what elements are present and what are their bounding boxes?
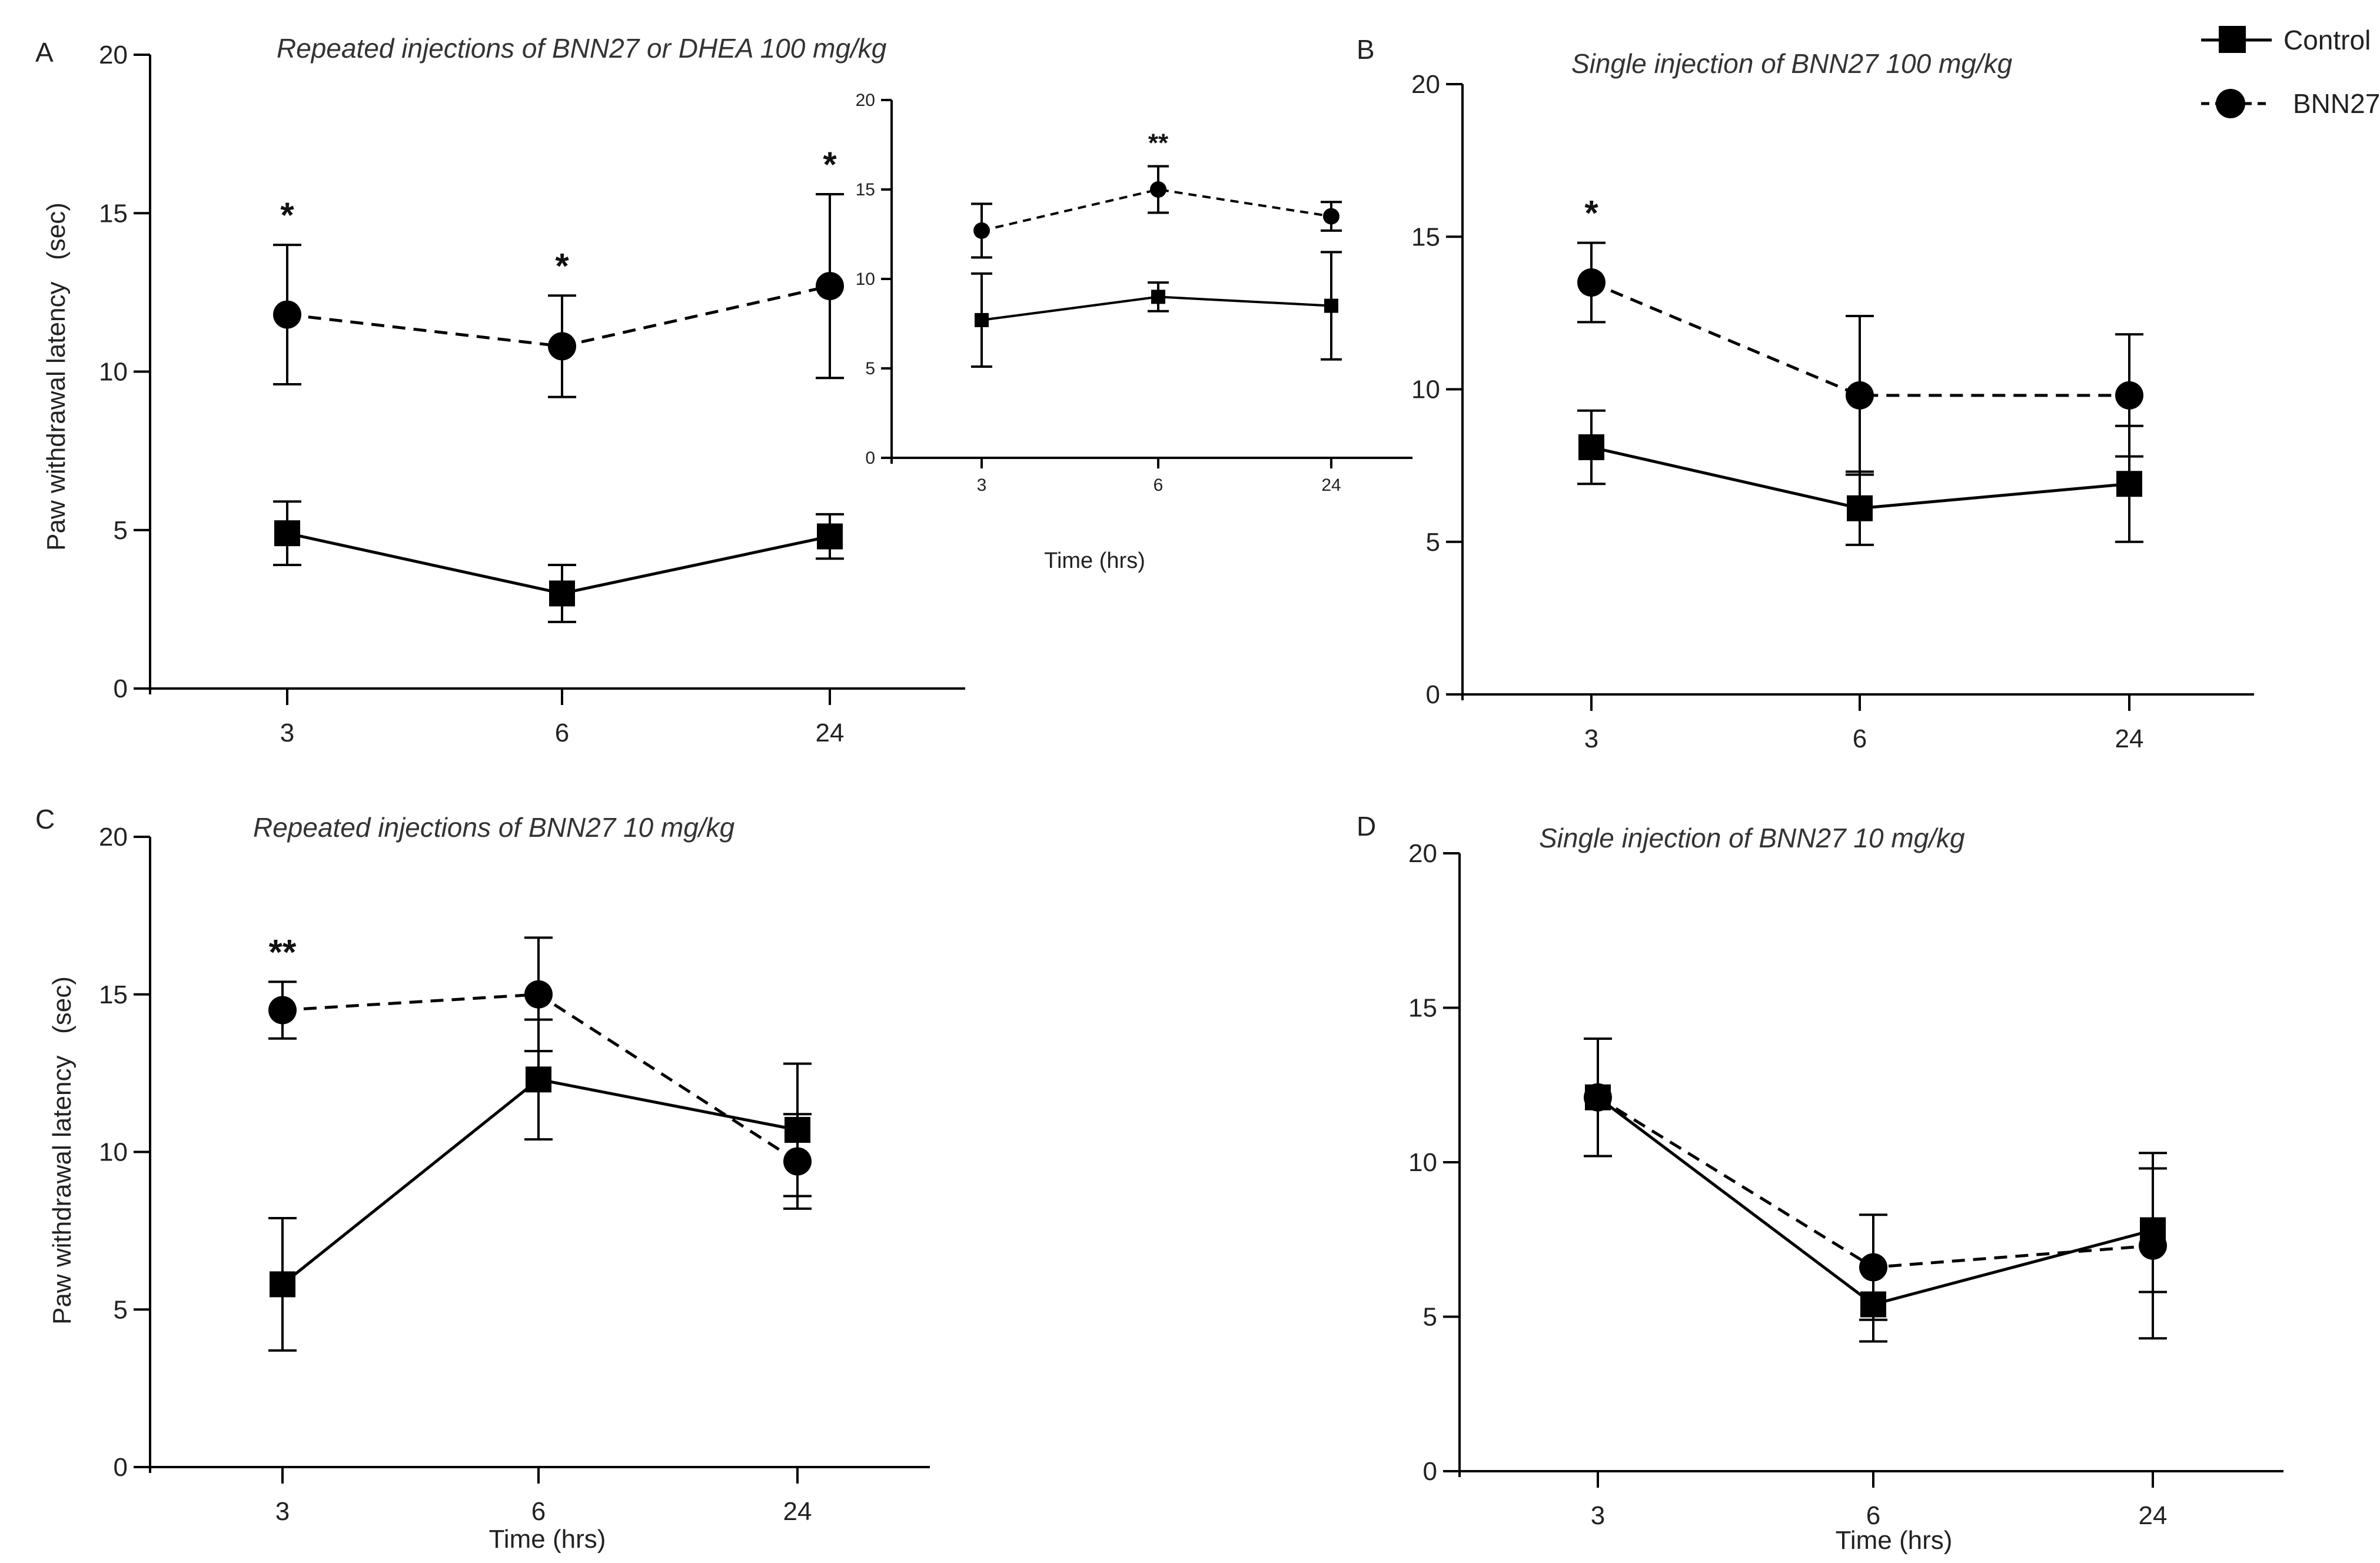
y-tick-label: 10 bbox=[856, 270, 875, 289]
y-tick-label: 15 bbox=[1411, 222, 1440, 251]
bnn27-point bbox=[2115, 381, 2143, 410]
x-axis-title: Time (hrs) bbox=[489, 1525, 606, 1554]
x-tick-label: 24 bbox=[816, 719, 845, 747]
y-tick-label: 5 bbox=[114, 1295, 128, 1324]
x-tick-label: 24 bbox=[2139, 1501, 2168, 1530]
x-tick-label: 3 bbox=[977, 475, 987, 495]
bnn27-series-line bbox=[981, 188, 1332, 232]
panel-letter: A bbox=[35, 37, 54, 68]
x-tick-label: 3 bbox=[1584, 724, 1598, 753]
control-point bbox=[526, 1066, 551, 1093]
y-tick-label: 0 bbox=[114, 1453, 128, 1482]
bnn27-point bbox=[1584, 1083, 1612, 1112]
x-tick-label: 24 bbox=[783, 1497, 812, 1526]
x-tick-label: 6 bbox=[1154, 475, 1164, 495]
y-tick-label: 20 bbox=[1408, 839, 1437, 868]
y-tick-label: 15 bbox=[856, 180, 875, 199]
y-tick-label: 15 bbox=[1408, 994, 1437, 1023]
legend-control-label: Control bbox=[2283, 25, 2371, 55]
y-tick-label: 5 bbox=[114, 516, 128, 545]
bnn27-point bbox=[816, 272, 844, 301]
control-point bbox=[1847, 495, 1873, 521]
legend-control-marker bbox=[2219, 26, 2246, 53]
y-axis-title: Paw withdrawal latency (sec) bbox=[48, 976, 77, 1325]
y-tick-label: 0 bbox=[1426, 680, 1440, 709]
control-point bbox=[1578, 434, 1604, 461]
control-point bbox=[274, 520, 300, 547]
legend-bnn27-marker bbox=[2216, 89, 2245, 118]
y-tick-label: 15 bbox=[99, 980, 128, 1009]
x-tick-label: 3 bbox=[275, 1497, 290, 1526]
control-point bbox=[975, 312, 989, 327]
y-tick-label: 5 bbox=[1423, 1303, 1437, 1332]
legend-bnn27-label: BNN27 bbox=[2293, 88, 2380, 119]
x-tick-label: 6 bbox=[555, 719, 569, 747]
panel-d: D Single injection of BNN27 10 mg/kg 0 5 10 1… bbox=[1357, 811, 2283, 1555]
panel-letter: C bbox=[35, 804, 55, 834]
bnn27-series-line bbox=[1597, 1096, 2153, 1269]
panel-letter: B bbox=[1357, 34, 1375, 65]
y-tick-label: 10 bbox=[1411, 375, 1440, 404]
bnn27-series-line bbox=[1591, 281, 2129, 397]
significance-marker: * bbox=[823, 145, 837, 184]
x-tick-label: 6 bbox=[531, 1497, 546, 1526]
x-tick-label: 6 bbox=[1853, 724, 1867, 753]
significance-marker: ** bbox=[1148, 128, 1169, 157]
y-axis-title: Paw withdrawal latency (sec) bbox=[42, 202, 71, 551]
control-point bbox=[817, 523, 843, 550]
y-tick-label: 20 bbox=[99, 823, 128, 852]
x-tick-label: 6 bbox=[1866, 1501, 1880, 1530]
x-tick-label: 24 bbox=[2115, 724, 2144, 753]
bnn27-point bbox=[1859, 1253, 1887, 1282]
control-point bbox=[549, 580, 575, 607]
significance-marker: * bbox=[1584, 194, 1598, 233]
bnn27-point bbox=[1846, 381, 1874, 410]
x-axis-title: Time (hrs) bbox=[1044, 548, 1145, 573]
panel-title: Repeated injections of BNN27 or DHEA 100… bbox=[277, 33, 887, 64]
y-tick-label: 20 bbox=[1411, 70, 1440, 99]
y-tick-label: 0 bbox=[865, 448, 875, 468]
y-tick-label: 10 bbox=[99, 358, 128, 387]
bnn27-point bbox=[548, 332, 576, 361]
y-tick-label: 5 bbox=[865, 359, 875, 378]
bnn27-point bbox=[973, 222, 990, 239]
panel-c: C Repeated injections of BNN27 10 mg/kg Pa… bbox=[35, 804, 930, 1554]
control-point bbox=[1151, 290, 1165, 304]
y-tick-label: 15 bbox=[99, 199, 128, 228]
control-point bbox=[1324, 298, 1338, 313]
bnn27-point bbox=[524, 980, 553, 1009]
control-point bbox=[2116, 471, 2142, 497]
x-axis-title: Time (hrs) bbox=[1836, 1526, 1953, 1555]
legend: Control BNN27 bbox=[2201, 25, 2380, 119]
bnn27-point bbox=[2139, 1231, 2167, 1260]
bnn27-point bbox=[273, 300, 301, 329]
panel-title: Single injection of BNN27 10 mg/kg bbox=[1539, 823, 1965, 853]
y-tick-label: 10 bbox=[99, 1138, 128, 1167]
bnn27-point bbox=[1577, 268, 1605, 297]
bnn27-point bbox=[783, 1147, 812, 1176]
inset-chart: 0 5 10 15 20 3 6 24 ** Time (hrs) bbox=[856, 91, 1412, 573]
y-tick-label: 0 bbox=[1423, 1457, 1437, 1486]
bnn27-point bbox=[268, 996, 297, 1025]
significance-marker: * bbox=[280, 195, 294, 235]
y-tick-label: 10 bbox=[1408, 1148, 1437, 1177]
bnn27-point bbox=[1323, 208, 1339, 225]
y-tick-label: 5 bbox=[1426, 528, 1440, 557]
panel-b: B Single injection of BNN27 100 mg/kg 0 5 10… bbox=[1357, 34, 2254, 753]
x-tick-label: 3 bbox=[1591, 1501, 1605, 1530]
y-tick-label: 20 bbox=[99, 41, 128, 69]
control-point bbox=[270, 1271, 295, 1298]
y-tick-label: 20 bbox=[856, 91, 875, 110]
significance-marker: ** bbox=[269, 932, 297, 972]
panel-title: Repeated injections of BNN27 10 mg/kg bbox=[253, 812, 735, 843]
panel-letter: D bbox=[1357, 811, 1376, 842]
panel-title: Single injection of BNN27 100 mg/kg bbox=[1571, 48, 2013, 79]
y-tick-label: 0 bbox=[114, 674, 128, 703]
bnn27-point bbox=[1150, 181, 1166, 198]
significance-marker: * bbox=[555, 246, 569, 285]
x-tick-label: 24 bbox=[1321, 475, 1341, 495]
x-tick-label: 3 bbox=[280, 719, 294, 747]
panel-a: A Repeated injections of BNN27 or DHEA 10… bbox=[35, 33, 1412, 747]
